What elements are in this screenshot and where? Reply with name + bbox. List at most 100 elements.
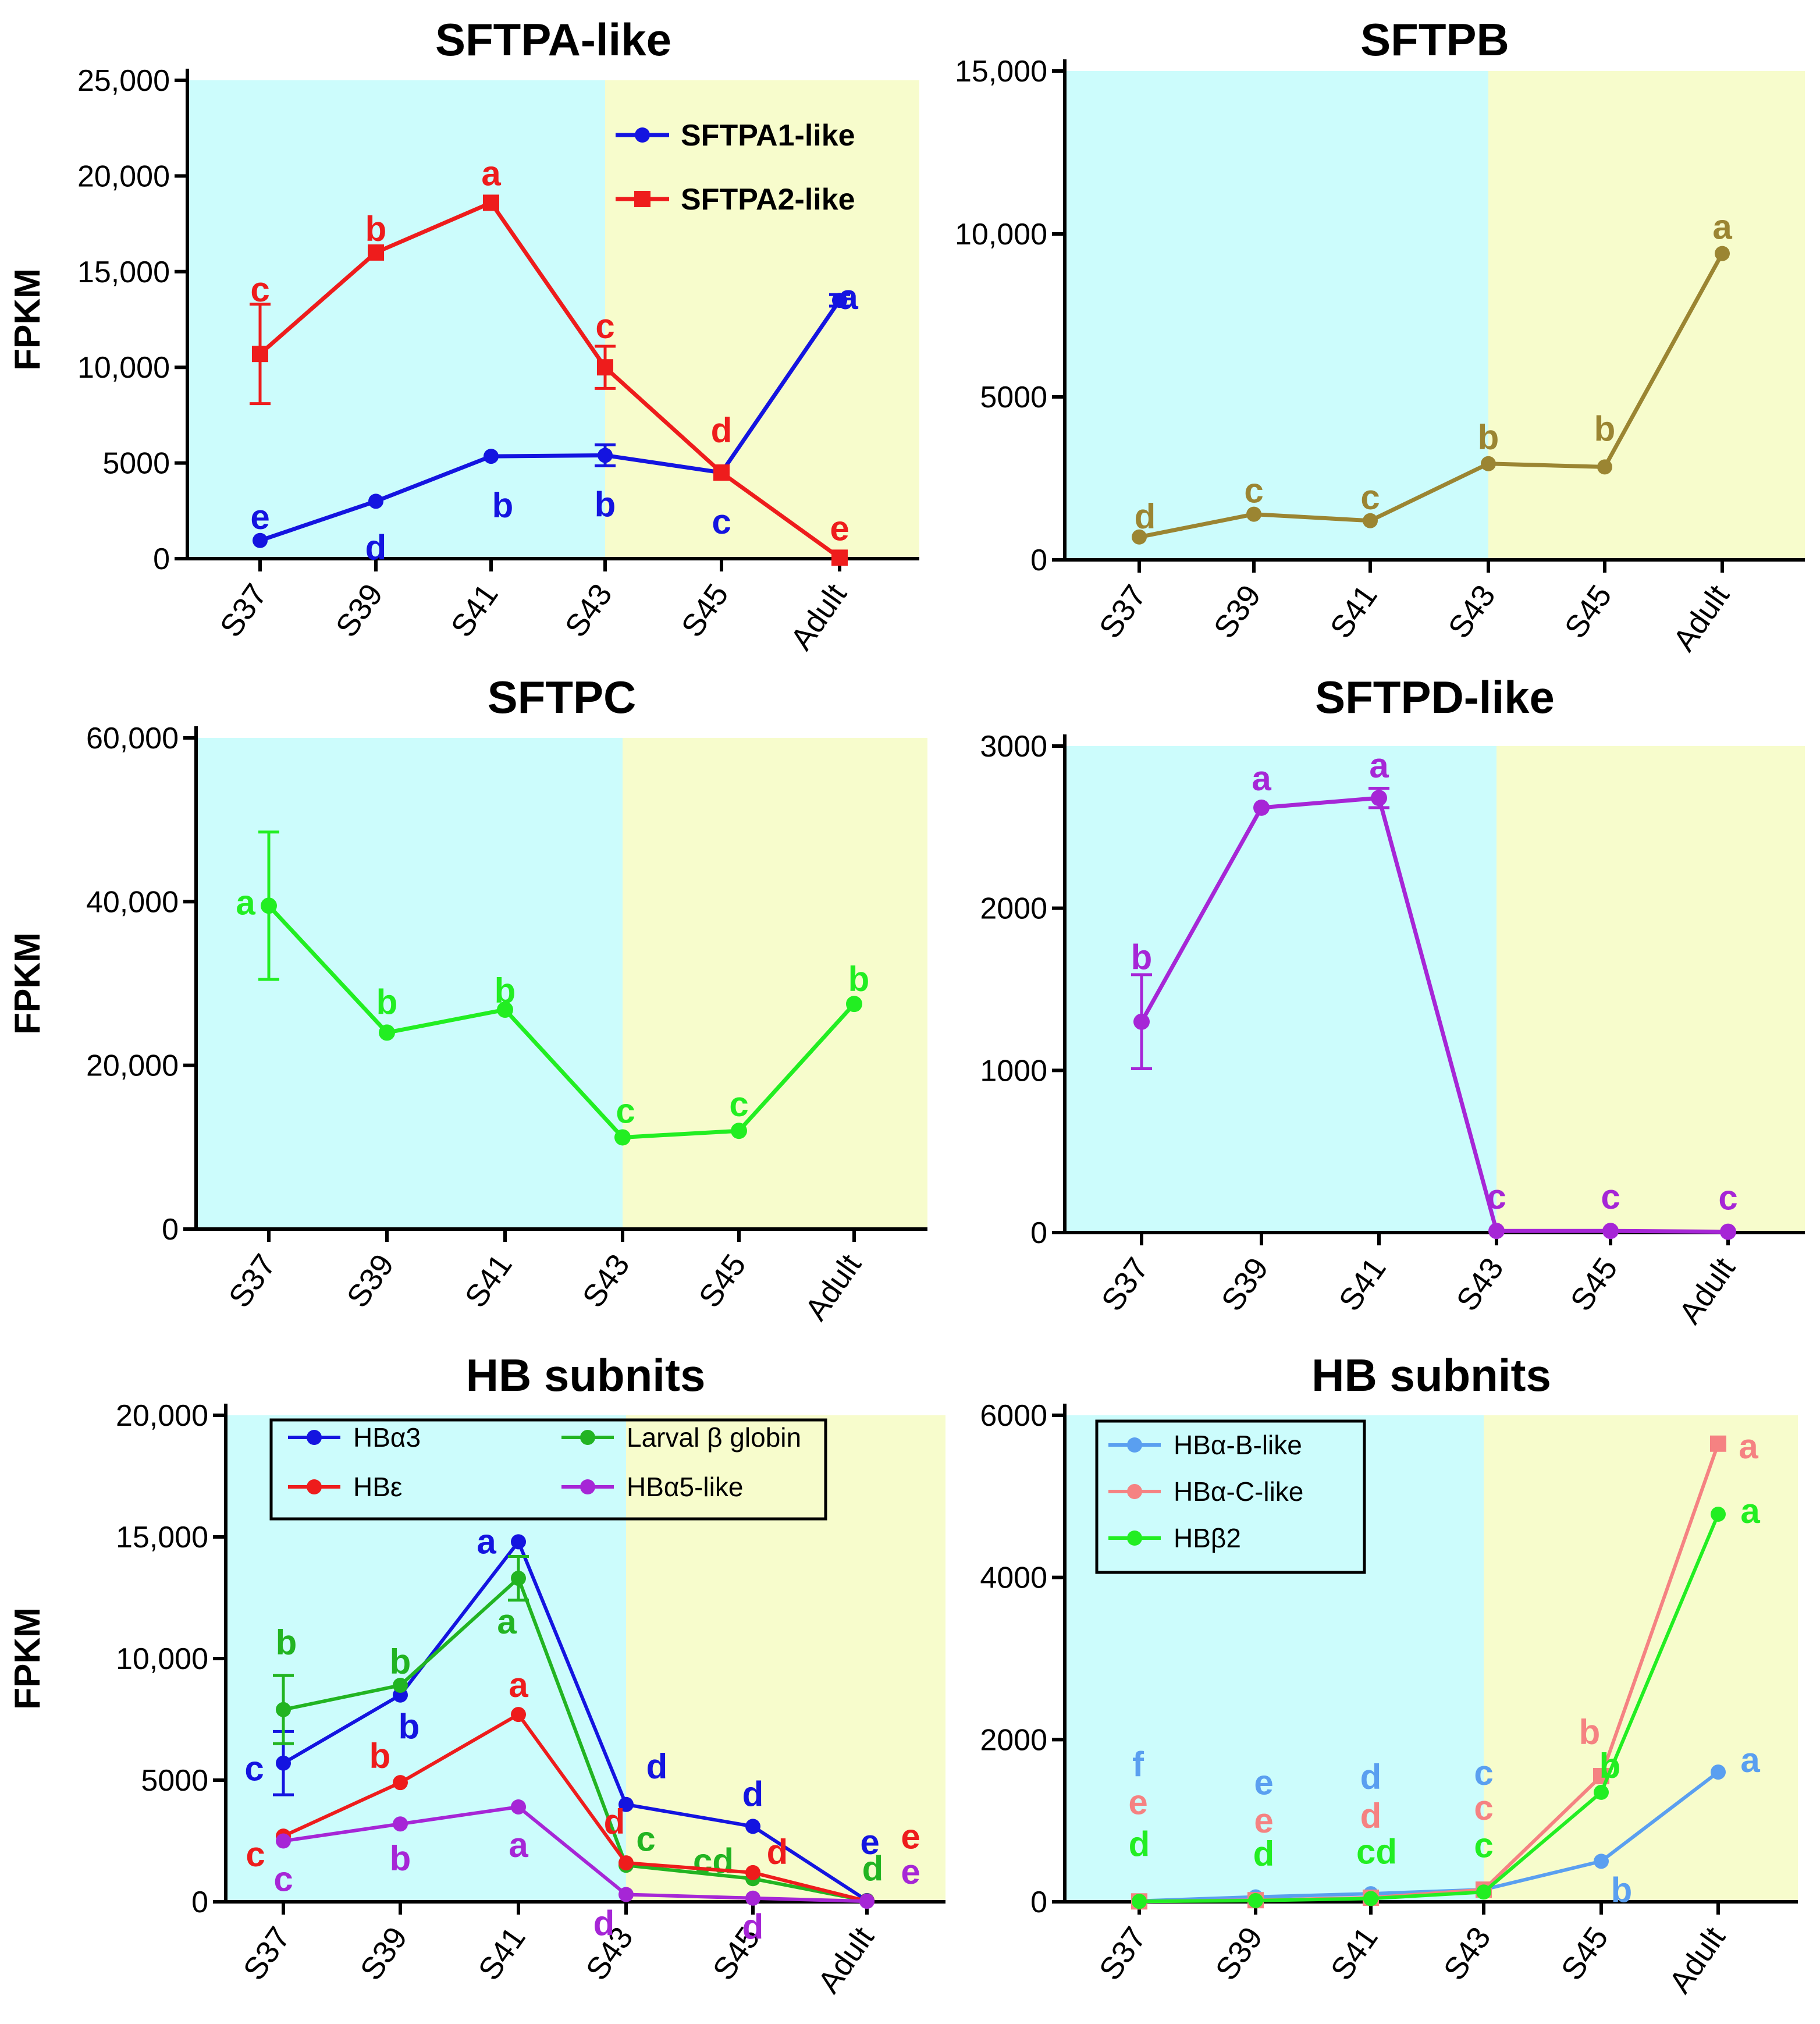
- data-point: [1594, 1784, 1609, 1800]
- data-point: [745, 1819, 760, 1834]
- legend: HBα3 Larval β globin HBε HBα5-like: [269, 1418, 827, 1521]
- data-point: [511, 1571, 526, 1586]
- significance-letter: d: [1360, 1796, 1382, 1835]
- significance-letter: a: [1740, 1741, 1760, 1780]
- juvenile-stage-shading: [1065, 71, 1488, 560]
- significance-letter: d: [593, 1904, 615, 1943]
- significance-letter: e: [830, 509, 849, 548]
- data-point: [745, 1865, 760, 1880]
- series-SFTPD-like: b a a c c c: [1131, 746, 1738, 1240]
- significance-letter: c: [1474, 1753, 1493, 1792]
- data-point: [1253, 799, 1270, 816]
- significance-letter: b: [1478, 418, 1499, 457]
- significance-letter: d: [1135, 497, 1156, 536]
- series-line: [283, 1805, 868, 1904]
- data-point: [276, 1833, 291, 1849]
- x-tick-label: S39: [354, 1920, 414, 1986]
- y-tick-label: 2000: [980, 1723, 1047, 1757]
- significance-letter: d: [767, 1833, 788, 1872]
- significance-letter: d: [862, 1849, 884, 1888]
- y-tick-label: 0: [1030, 544, 1047, 577]
- y-axis-label: FPKM: [8, 932, 48, 1035]
- series-SFTPA2-like: c b a c d e: [250, 154, 849, 566]
- significance-letter: b: [1579, 1713, 1601, 1752]
- data-point: [511, 1534, 526, 1550]
- data-point: [618, 1796, 634, 1812]
- series-line: [258, 200, 841, 560]
- x-tick-label: S39: [1215, 1251, 1275, 1317]
- significance-letter: e: [250, 498, 269, 537]
- x-tick-label: S37: [237, 1920, 297, 1986]
- series-HBβ2: d d cd cba: [1129, 1492, 1760, 1909]
- significance-letter: a: [236, 883, 255, 922]
- significance-letter: c: [1474, 1826, 1493, 1865]
- series-line: [1139, 1513, 1720, 1904]
- y-tick-label: 0: [1030, 1885, 1047, 1919]
- legend-label: SFTPA2-like: [681, 183, 855, 216]
- data-point: [511, 1799, 526, 1815]
- x-tick-label: S37: [1095, 1251, 1156, 1317]
- series-line: [282, 1713, 868, 1903]
- significance-letter: d: [711, 411, 733, 450]
- chart-title: HB subnits: [1311, 1350, 1551, 1401]
- data-point: [1363, 1891, 1378, 1906]
- significance-letter: e: [1254, 1763, 1273, 1802]
- significance-letter: c: [1601, 1177, 1620, 1216]
- series-SFTPC: a b b c c b: [236, 830, 869, 1146]
- y-tick-label: 5000: [980, 381, 1047, 414]
- data-point: [846, 996, 862, 1013]
- legend: HBα-B-like HBα-C-like HBβ2: [1095, 1419, 1366, 1574]
- legend-label: Larval β globin: [627, 1422, 801, 1453]
- panel-sftpc: SFTPC FPKM 0 20,000 40,000 60,000 S37 S39 S41 S43…: [8, 672, 927, 1327]
- legend-marker: [634, 191, 650, 207]
- significance-letter: c: [250, 270, 269, 309]
- significance-letter: b: [369, 1737, 391, 1776]
- data-point: [1602, 1223, 1619, 1240]
- panel-sftpa: SFTPA-like FPKM 0 5000 10,000 15,000 20,000 25,…: [8, 14, 919, 656]
- data-point: [1481, 456, 1496, 471]
- data-point: [745, 1890, 760, 1906]
- significance-letter: c: [1718, 1178, 1737, 1217]
- data-point: [1710, 1435, 1726, 1452]
- x-tick-label: S37: [214, 577, 274, 643]
- data-point: [393, 1816, 408, 1832]
- data-point: [1363, 513, 1378, 528]
- data-point: [1132, 1894, 1147, 1909]
- adult-stage-shading: [623, 738, 927, 1229]
- significance-letter: a: [477, 1522, 496, 1561]
- significance-letter: d: [742, 1908, 764, 1947]
- significance-letter: c: [616, 1091, 635, 1130]
- data-point: [831, 549, 848, 566]
- x-tick-label: S45: [1555, 1920, 1615, 1986]
- data-point: [484, 449, 499, 464]
- significance-letter: cd: [693, 1841, 734, 1880]
- y-tick-label: 0: [191, 1885, 208, 1919]
- y-tick-label: 5000: [141, 1764, 208, 1798]
- data-point: [276, 1755, 291, 1771]
- series-line: [1139, 1770, 1719, 1903]
- series-line: [282, 1540, 868, 1902]
- significance-letter: b: [495, 971, 516, 1010]
- adult-stage-shading: [1488, 71, 1805, 560]
- significance-letter: b: [390, 1642, 411, 1681]
- y-tick-label: 4000: [980, 1561, 1047, 1595]
- data-point: [483, 194, 499, 211]
- legend: SFTPA1-like SFTPA2-like: [616, 119, 855, 216]
- significance-letter: e: [860, 1823, 879, 1862]
- x-tick-label: S41: [1332, 1251, 1393, 1317]
- y-tick-label: 60,000: [86, 722, 179, 755]
- legend-label: HBα3: [353, 1422, 421, 1453]
- data-point: [276, 1702, 291, 1717]
- legend-box: [269, 1418, 827, 1521]
- y-tick-label: 10,000: [77, 351, 170, 385]
- significance-letter: a: [1739, 1427, 1758, 1466]
- data-point: [253, 532, 268, 548]
- x-tick-label: S45: [1564, 1251, 1625, 1317]
- panel-hb1: HB subnits FPKM 0 5000 10,000 15,000 20,000 S37…: [8, 1350, 945, 2000]
- significance-letter: c: [1244, 471, 1263, 510]
- y-tick-label: 20,000: [116, 1399, 208, 1433]
- data-point: [252, 346, 268, 363]
- significance-letter: c: [729, 1085, 748, 1124]
- significance-letter: a: [509, 1666, 528, 1705]
